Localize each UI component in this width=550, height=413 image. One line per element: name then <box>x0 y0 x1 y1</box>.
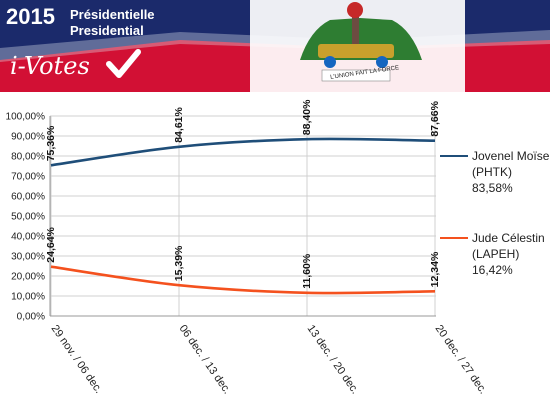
data-label: 24,64% <box>45 226 57 262</box>
chart-gridlines <box>49 115 436 317</box>
header-title-en: Presidential <box>70 23 144 38</box>
data-label: 11,60% <box>301 253 313 289</box>
banner-background <box>0 0 550 92</box>
data-label: 75,36% <box>45 125 57 161</box>
legend-name-jude-celestin: Jude Célestin <box>472 231 545 245</box>
data-label: 84,61% <box>173 107 185 143</box>
legend-entry-jude-celestin: Jude Célestin (LAPEH) 16,42% <box>472 230 545 278</box>
data-label: 15,39% <box>173 245 185 281</box>
x-tick-label: 13 dec. / 20 dec. <box>305 323 361 397</box>
header-title-fr: Présidentielle <box>70 7 155 22</box>
series-line-1 <box>50 265 436 295</box>
data-labels: 75,36% 84,61% 88,40% 87,66% 24,64% 15,39% 11,6… <box>45 99 441 289</box>
y-tick-label: 80,00% <box>11 152 45 163</box>
y-tick-label: 70,00% <box>11 172 45 183</box>
data-label: 87,66% <box>429 100 441 136</box>
line-chart: 0,00% 10,00% 20,00% 30,00% 40,00% 50,00% 60,00… <box>6 99 490 397</box>
y-tick-label: 40,00% <box>11 232 45 243</box>
x-tick-label: 20 dec. / 27 dec. <box>433 323 489 397</box>
chart-series <box>50 137 436 295</box>
x-tick-label: 29 nov. / 06 dec. <box>49 323 105 396</box>
y-tick-label: 50,00% <box>11 212 45 223</box>
x-tick-label: 06 dec. / 13 dec. <box>177 323 233 397</box>
header-year: 2015 <box>6 4 55 29</box>
y-axis-tick-labels: 0,00% 10,00% 20,00% 30,00% 40,00% 50,00% 60,00… <box>6 112 46 323</box>
header-banner: 2015 Présidentielle Presidential i-Votes… <box>0 0 550 92</box>
legend-swatch-jude-celestin <box>440 237 468 239</box>
y-tick-label: 0,00% <box>17 312 45 323</box>
series-line-0 <box>50 137 436 167</box>
checkmark-icon <box>106 49 141 78</box>
legend-name-jovenel-moise: Jovenel Moïse <box>472 149 550 163</box>
data-label: 12,34% <box>429 251 441 287</box>
y-tick-label: 100,00% <box>6 112 46 123</box>
legend-entry-jovenel-moise: Jovenel Moïse (PHTK) 83,58% <box>472 148 549 196</box>
y-tick-label: 90,00% <box>11 132 45 143</box>
y-tick-label: 30,00% <box>11 252 45 263</box>
y-tick-label: 20,00% <box>11 272 45 283</box>
brand-logo-text: i-Votes <box>10 52 90 80</box>
data-label: 88,40% <box>301 99 313 135</box>
y-tick-label: 10,00% <box>11 292 45 303</box>
legend-party-lapeh: (LAPEH) <box>472 247 520 261</box>
legend-party-phtk: (PHTK) <box>472 165 512 179</box>
flag-emblem <box>250 0 465 92</box>
y-tick-label: 60,00% <box>11 192 45 203</box>
legend-average-jovenel-moise: 83,58% <box>472 181 513 195</box>
legend-average-jude-celestin: 16,42% <box>472 263 513 277</box>
legend-swatch-jovenel-moise <box>440 155 468 157</box>
x-axis-tick-labels: 29 nov. / 06 dec. 06 dec. / 13 dec. 13 dec… <box>49 323 489 397</box>
